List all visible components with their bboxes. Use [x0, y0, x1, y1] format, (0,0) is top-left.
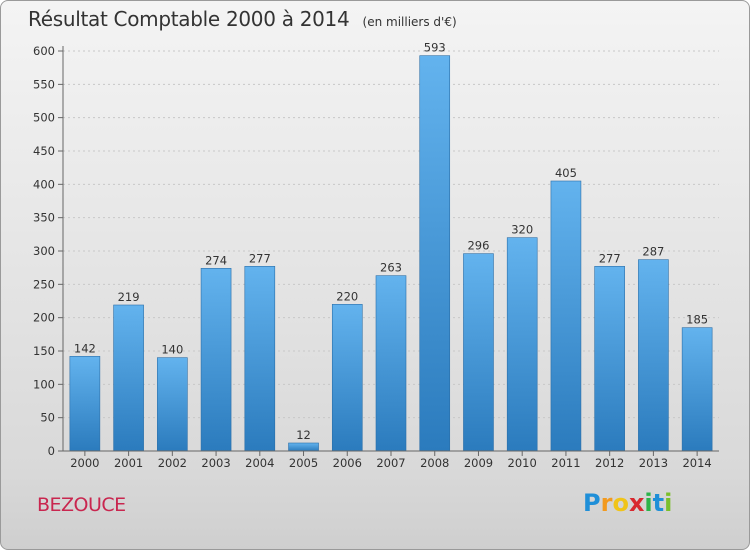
bars	[69, 55, 713, 452]
bar	[638, 259, 669, 452]
logo-letter: t	[652, 489, 665, 517]
bar	[550, 180, 582, 452]
bar	[244, 266, 276, 452]
bar	[288, 442, 319, 452]
bar	[331, 304, 363, 452]
data-label: 277	[249, 251, 271, 265]
y-tick-label: 250	[33, 277, 55, 291]
data-label: 274	[205, 253, 227, 267]
data-label: 263	[380, 261, 402, 275]
data-label: 593	[424, 41, 446, 55]
data-label: 296	[467, 239, 489, 253]
proxiti-logo: Proxiti	[583, 489, 672, 517]
y-tick-label: 350	[33, 211, 55, 225]
logo-letter: i	[664, 489, 673, 517]
bar	[375, 275, 407, 452]
x-tick-label: 2014	[682, 456, 711, 470]
data-label: 142	[74, 341, 96, 355]
y-tick-label: 150	[33, 344, 55, 358]
x-tick-label: 2004	[245, 456, 274, 470]
logo-letter: o	[612, 489, 629, 517]
x-tick-label: 2006	[333, 456, 362, 470]
x-tick-label: 2010	[508, 456, 537, 470]
logo-letter: x	[628, 489, 645, 517]
bar	[506, 237, 538, 452]
data-label: 140	[161, 343, 183, 357]
x-tick-label: 2005	[289, 456, 318, 470]
logo-letter: P	[583, 489, 601, 517]
x-tick-label: 2007	[376, 456, 405, 470]
logo-letter: r	[600, 489, 613, 517]
y-tick-label: 300	[33, 244, 55, 258]
logo-letter: i	[644, 489, 653, 517]
bar	[463, 253, 494, 452]
chart-title: Résultat Comptable 2000 à 2014	[28, 7, 350, 31]
bar	[113, 304, 144, 452]
y-tick-label: 100	[33, 377, 55, 391]
bar	[419, 55, 451, 452]
x-tick-label: 2009	[464, 456, 493, 470]
title-line: Résultat Comptable 2000 à 2014 (en milli…	[28, 7, 457, 31]
axes: 0 50 100 150 200 250 300 350 400 450 500 550 600 142 2…	[33, 41, 719, 470]
data-label: 12	[296, 428, 311, 442]
x-tick-label: 2011	[551, 456, 580, 470]
x-tick-label: 2002	[158, 456, 187, 470]
x-tick-label: 2012	[595, 456, 624, 470]
data-label: 320	[511, 223, 533, 237]
bar	[594, 266, 625, 452]
y-tick-label: 400	[33, 177, 55, 191]
bar	[69, 356, 101, 452]
y-tick-label: 50	[40, 411, 55, 425]
x-tick-label: 2013	[639, 456, 668, 470]
bar	[200, 268, 232, 452]
commune-name: BEZOUCE	[37, 494, 126, 516]
data-label: 287	[642, 245, 664, 259]
y-tick-label: 450	[33, 144, 55, 158]
data-label: 219	[118, 290, 140, 304]
data-label: 185	[686, 313, 708, 327]
data-label: 277	[599, 251, 621, 265]
x-tick-label: 2001	[114, 456, 143, 470]
y-tick-label: 200	[33, 311, 55, 325]
y-tick-label: 600	[33, 44, 55, 58]
y-tick-label: 0	[48, 444, 55, 458]
bar-chart: 0 50 100 150 200 250 300 350 400 450 500 550 600 142 2…	[33, 41, 719, 470]
y-tick-label: 550	[33, 77, 55, 91]
bar	[157, 357, 188, 452]
data-label: 220	[336, 289, 358, 303]
bar	[681, 327, 713, 452]
x-tick-label: 2008	[420, 456, 449, 470]
x-tick-label: 2000	[70, 456, 99, 470]
x-tick-label: 2003	[201, 456, 230, 470]
y-tick-label: 500	[33, 111, 55, 125]
chart-unit-note: (en milliers d'€)	[362, 15, 457, 29]
data-label: 405	[555, 166, 577, 180]
